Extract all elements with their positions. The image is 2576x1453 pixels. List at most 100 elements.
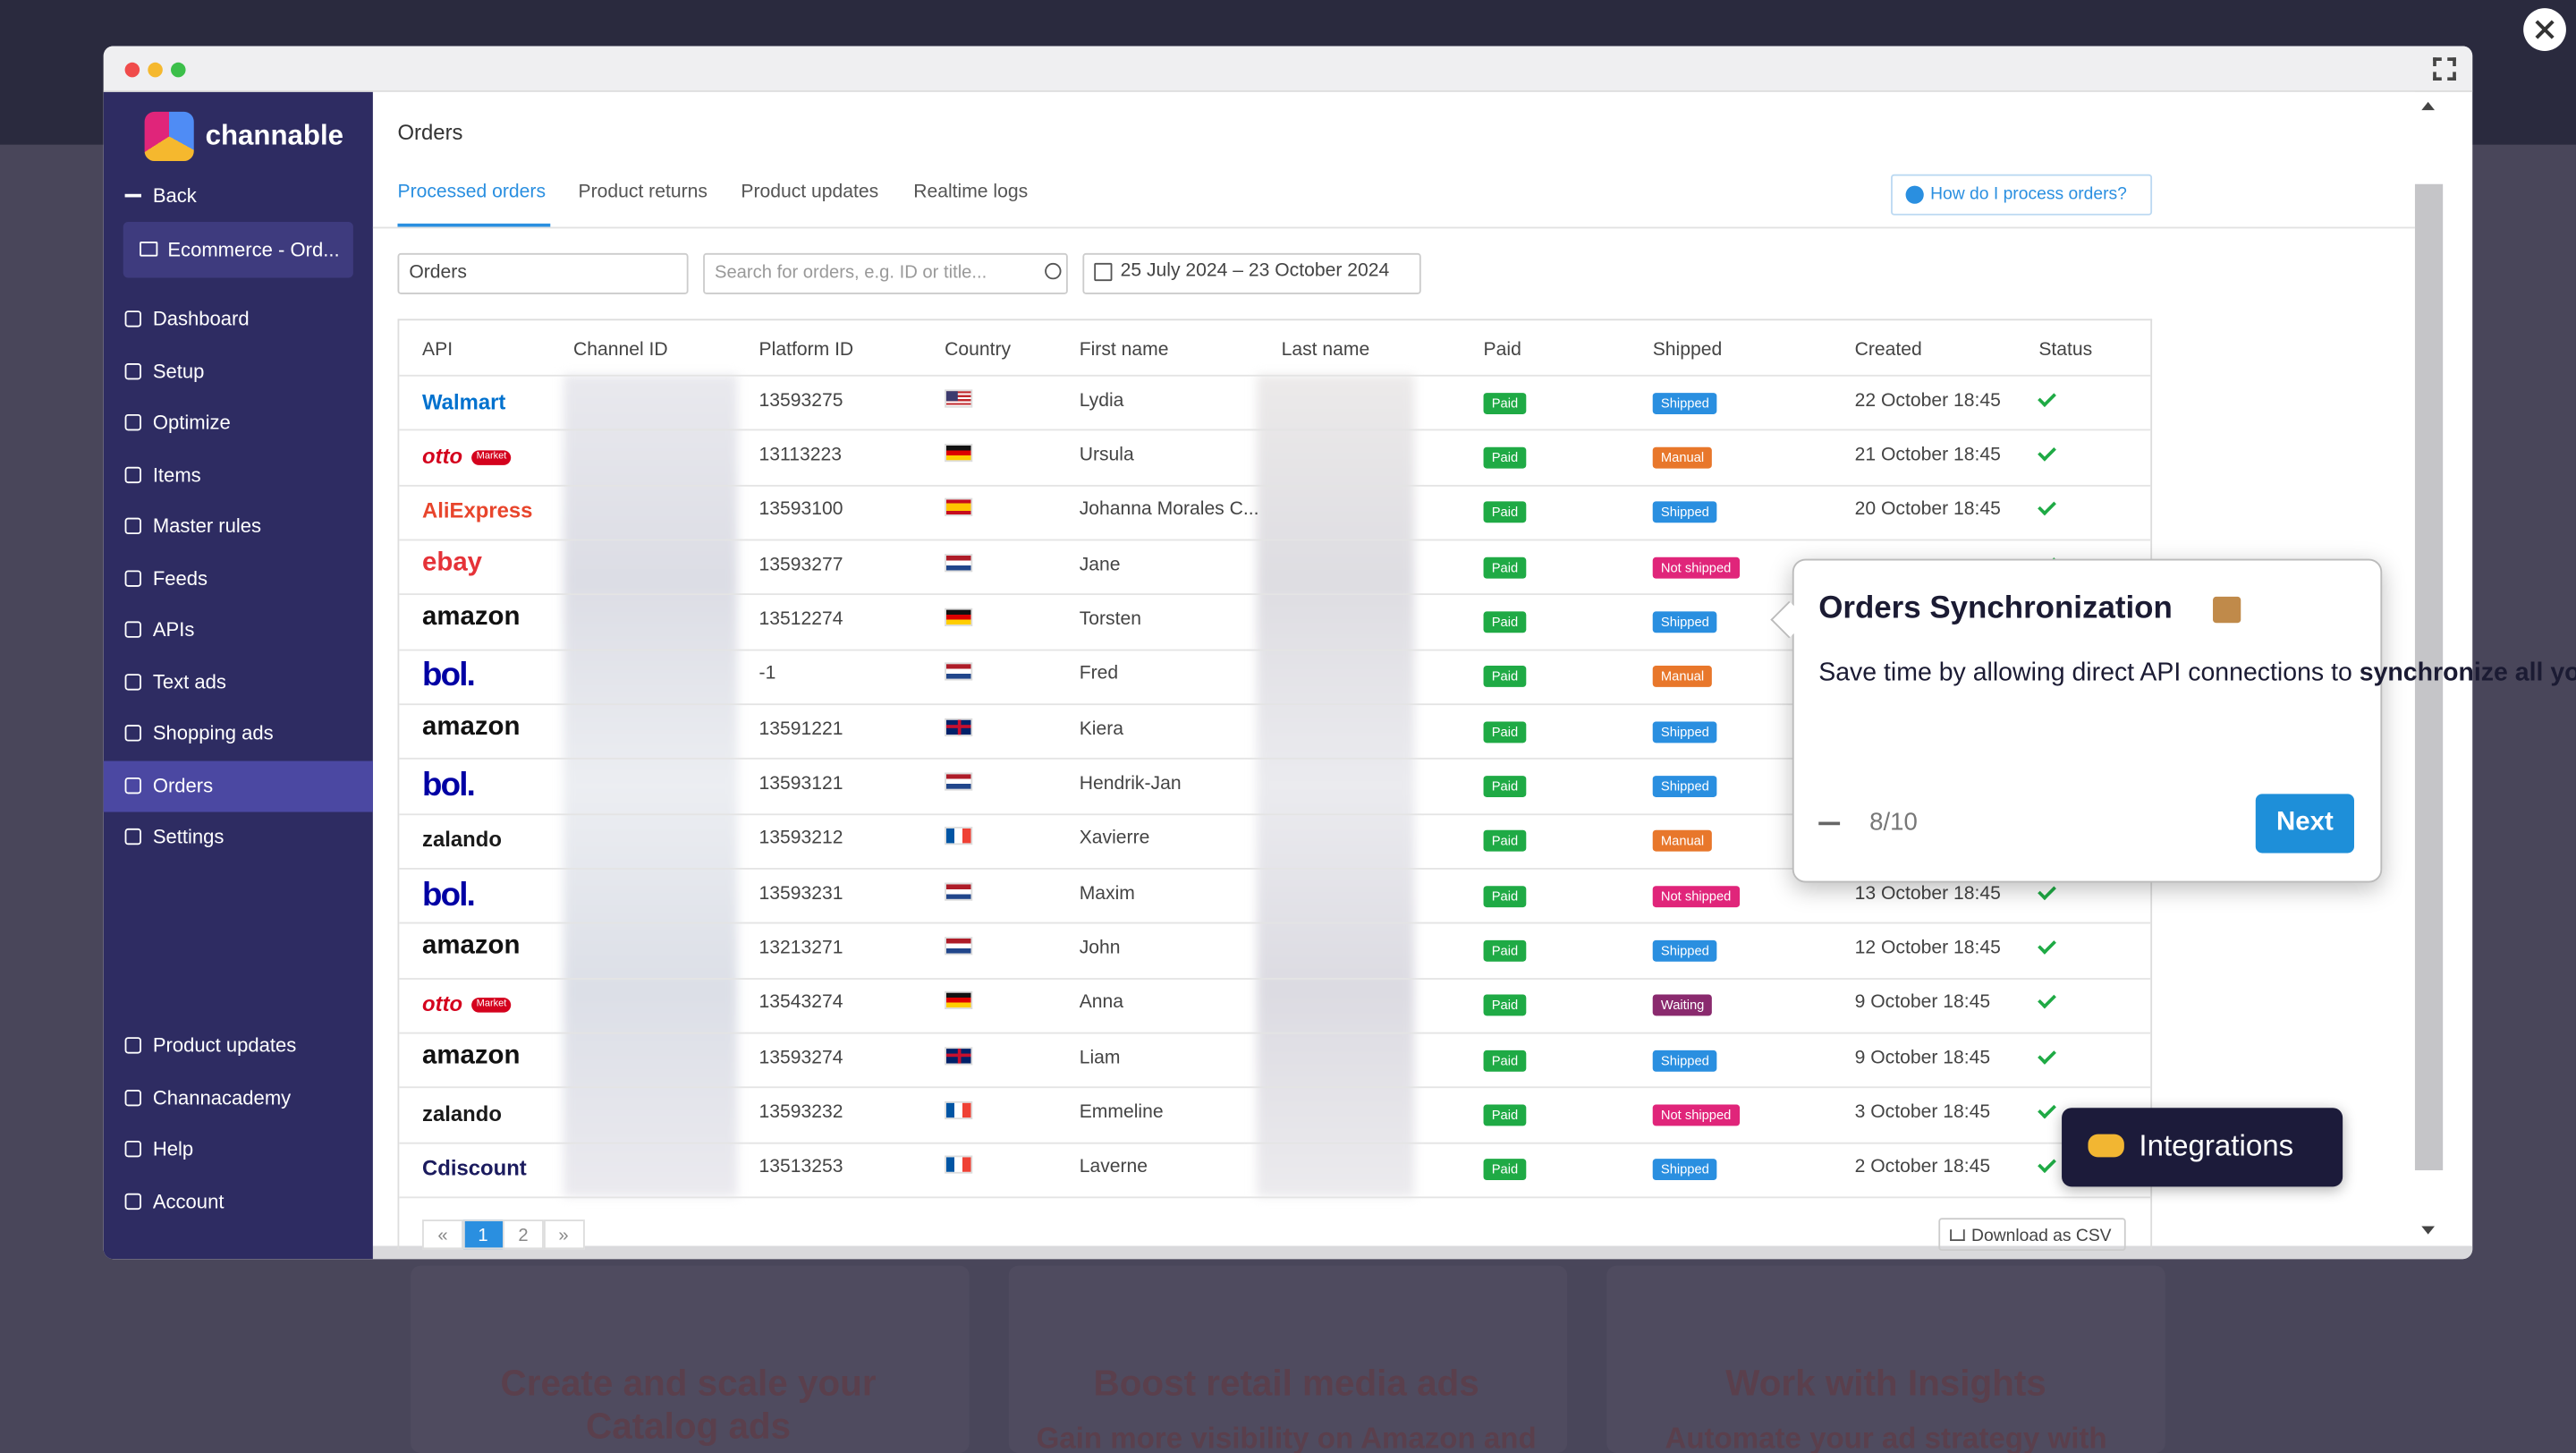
- column-header: Paid: [1483, 340, 1521, 361]
- flag: [945, 553, 973, 572]
- tab-underline: [397, 223, 551, 227]
- flag: [945, 443, 973, 463]
- nav-item[interactable]: Optimize: [152, 411, 231, 434]
- brand-logo: [144, 111, 194, 162]
- select[interactable]: [397, 252, 689, 294]
- platform-id: 13593274: [758, 1048, 843, 1068]
- api-logo: Cdiscount: [422, 1155, 527, 1181]
- platform-id: 13591221: [758, 718, 843, 740]
- tour-body-text: synchronize all your orders: [2359, 659, 2576, 687]
- first-name: Anna: [1079, 993, 1124, 1014]
- nav-item[interactable]: Items: [152, 463, 201, 487]
- scroll-down: [2421, 1226, 2435, 1235]
- nav-icon: [124, 570, 141, 587]
- nav-icon: [124, 777, 141, 794]
- api-logo: ebay: [422, 548, 483, 577]
- created: 9 October 18:45: [1854, 993, 1991, 1014]
- tab[interactable]: Realtime logs: [913, 182, 1029, 202]
- api-logo: AliExpress: [422, 498, 533, 523]
- shipped-badge: Not shipped: [1652, 557, 1740, 578]
- first-name: Torsten: [1079, 609, 1141, 630]
- paid-badge: Paid: [1483, 557, 1527, 578]
- bg-card: [1008, 1265, 1568, 1453]
- paid-badge: Paid: [1483, 666, 1527, 688]
- column-header: Channel ID: [573, 340, 668, 361]
- flag: [945, 827, 973, 845]
- row-rule: [399, 648, 2151, 650]
- nav-item[interactable]: Help: [152, 1137, 194, 1160]
- tour-back[interactable]: [1818, 821, 1841, 826]
- download-icon: [1950, 1229, 1965, 1242]
- row-rule: [399, 703, 2151, 706]
- scrollbar[interactable]: [2414, 183, 2444, 1171]
- nav-item[interactable]: Feeds: [152, 566, 208, 591]
- date-picker[interactable]: [1082, 252, 1421, 294]
- column-header: Status: [2038, 340, 2093, 361]
- workspace[interactable]: [123, 222, 353, 278]
- nav-item[interactable]: Text ads: [152, 670, 226, 694]
- paid-badge: Paid: [1483, 885, 1527, 907]
- bg-text: Automate your ad strategy with: [1665, 1422, 2107, 1453]
- nav-active: [103, 760, 373, 812]
- row-rule: [399, 1086, 2151, 1089]
- nav-icon: [124, 466, 141, 484]
- nav-item[interactable]: Settings: [152, 825, 225, 848]
- back-link[interactable]: Back: [152, 183, 197, 208]
- bg-card: [411, 1265, 970, 1453]
- bg-text: Boost retail media ads: [1093, 1362, 1479, 1404]
- pagination-page[interactable]: 2: [503, 1219, 544, 1250]
- column-header: Last name: [1281, 340, 1370, 361]
- search[interactable]: [703, 252, 1068, 294]
- platform-id: 13593100: [758, 500, 843, 521]
- nav-item[interactable]: Setup: [152, 360, 205, 384]
- help-button[interactable]: [1891, 174, 2153, 216]
- pagination-next[interactable]: »: [543, 1219, 584, 1250]
- row-rule: [399, 429, 2151, 431]
- nav-item[interactable]: Product updates: [152, 1033, 297, 1058]
- platform-id: 13593275: [758, 390, 843, 411]
- flag: [945, 937, 973, 956]
- folder-icon: [140, 242, 158, 257]
- nav-item[interactable]: Account: [152, 1190, 225, 1213]
- bg-text: Gain more visibility on Amazon and: [1036, 1422, 1537, 1453]
- pagination-page[interactable]: 1: [462, 1219, 504, 1250]
- first-name: Laverne: [1079, 1157, 1148, 1177]
- download-button[interactable]: [1938, 1218, 2126, 1252]
- bg-text: Work with Insights: [1725, 1362, 2046, 1404]
- api-logo: Walmart: [422, 388, 506, 414]
- nav-item[interactable]: Shopping ads: [152, 721, 274, 745]
- tab[interactable]: Product returns: [578, 182, 708, 202]
- tab[interactable]: Processed orders: [397, 182, 547, 202]
- fullscreen-icon[interactable]: [2433, 57, 2456, 81]
- nav-icon: [124, 517, 141, 535]
- flag: [945, 1155, 973, 1175]
- nav-item[interactable]: Orders: [152, 774, 214, 797]
- nav-item[interactable]: Dashboard: [152, 307, 250, 331]
- pagination-prev[interactable]: «: [422, 1219, 463, 1250]
- created: 22 October 18:45: [1854, 390, 2001, 411]
- platform-id: 13593212: [758, 828, 843, 849]
- nav-icon: [124, 621, 141, 638]
- paid-badge: Paid: [1483, 776, 1527, 797]
- row-rule: [399, 593, 2151, 596]
- nav-item[interactable]: Channacademy: [152, 1086, 292, 1110]
- search-placeholder: Search for orders, e.g. ID or title...: [714, 262, 987, 283]
- calendar-icon: [1094, 262, 1113, 282]
- platform-id: 13513253: [758, 1157, 843, 1177]
- row-rule: [399, 922, 2151, 924]
- close-button[interactable]: [2523, 8, 2566, 51]
- nav-item[interactable]: APIs: [152, 617, 195, 642]
- first-name: Johanna Morales C...: [1079, 500, 1259, 521]
- created: 12 October 18:45: [1854, 938, 2001, 958]
- paid-badge: Paid: [1483, 830, 1527, 853]
- dot-green: [171, 62, 186, 78]
- tab[interactable]: Product updates: [741, 182, 879, 202]
- row-rule: [399, 758, 2151, 760]
- nav-item[interactable]: Master rules: [152, 514, 262, 538]
- flag: [945, 662, 973, 682]
- paid-badge: Paid: [1483, 994, 1527, 1016]
- search-icon: [1045, 262, 1062, 280]
- api-logo: bol.: [422, 877, 476, 913]
- tour-next[interactable]: Next: [2255, 794, 2354, 854]
- shipped-badge: Waiting: [1652, 994, 1713, 1016]
